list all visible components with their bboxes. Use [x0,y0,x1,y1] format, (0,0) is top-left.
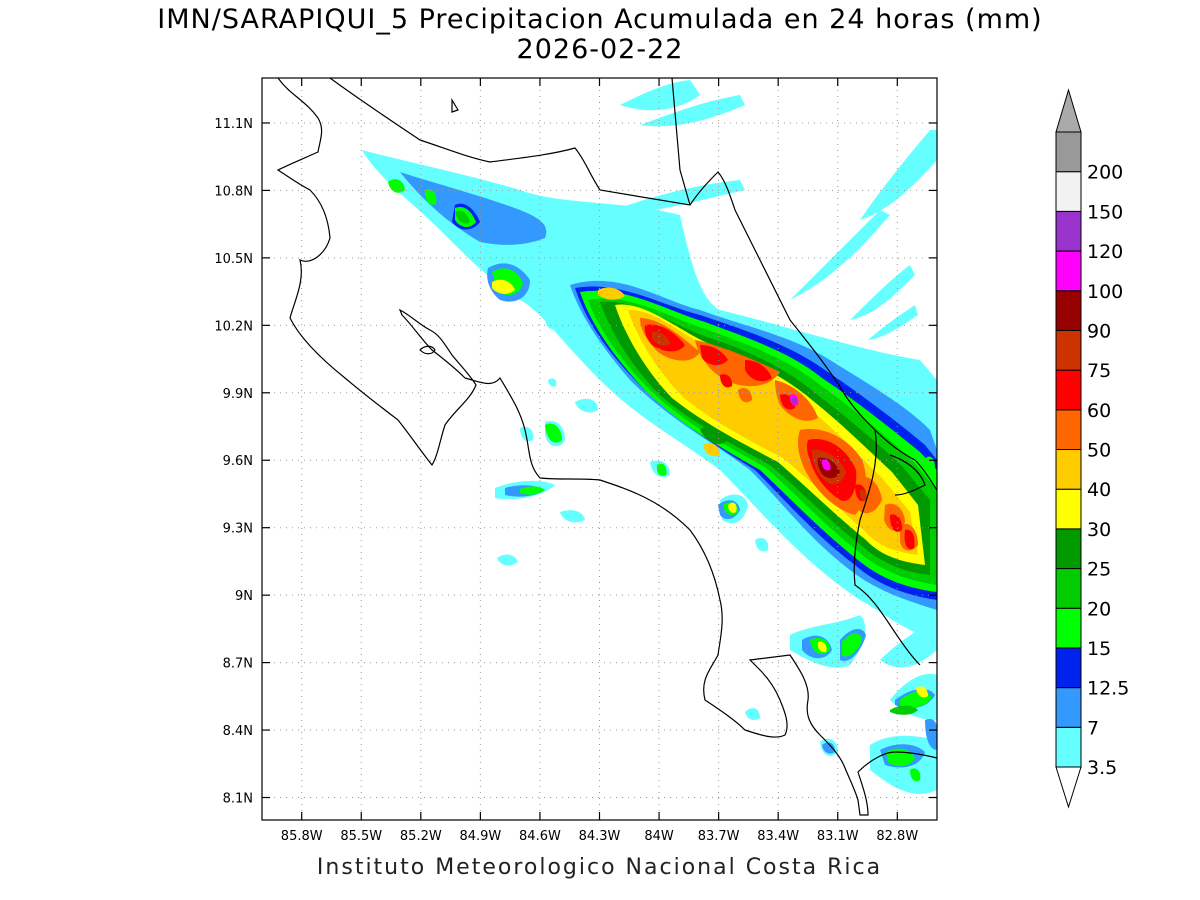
x-tick-label: 84.3W [579,829,621,844]
legend-label: 120 [1087,241,1123,263]
y-tick-label: 9.9N [223,387,253,402]
x-tick-label: 84.9W [459,829,501,844]
legend-label: 100 [1087,281,1123,303]
legend-label: 25 [1087,559,1111,581]
y-tick-label: 10.5N [214,252,253,267]
coastline [276,78,937,816]
legend-label: 200 [1087,162,1123,184]
x-tick-label: 83.4W [757,829,799,844]
y-tick-label: 10.8N [214,184,253,199]
legend-label: 50 [1087,440,1111,462]
legend-swatch [1055,210,1082,252]
legend-swatch [1055,687,1082,728]
legend-swatch [1055,726,1082,768]
legend-swatch [1055,250,1082,292]
x-tick-label: 83.7W [698,829,740,844]
y-tick-label: 8.7N [223,657,253,672]
legend-label: 7 [1087,717,1099,739]
y-tick-label: 9N [235,589,253,604]
y-axis: 11.1N 10.8N 10.5N 10.2N 9.9N 9.6N 9.3N 9N 8.7N 8.… [214,117,937,807]
legend-label: 12.5 [1087,678,1129,700]
legend-swatch [1055,131,1082,173]
x-tick-label: 85.8W [281,829,323,844]
x-tick-label: 85.5W [340,829,382,844]
contour-120mm [791,397,797,405]
y-tick-label: 8.1N [223,792,253,807]
legend-label: 3.5 [1087,757,1117,779]
x-tick-label: 84.6W [519,829,561,844]
legend-swatch [1055,568,1082,609]
legend-label: 30 [1087,519,1111,541]
x-tick-label: 85.2W [400,829,442,844]
legend-swatch [1055,647,1082,689]
legend-label: 60 [1087,400,1111,422]
legend-label: 20 [1087,598,1111,620]
x-tick-label: 82.8W [876,829,918,844]
legend-swatch [1055,449,1082,490]
y-tick-label: 11.1N [214,117,253,132]
legend-label: 90 [1087,320,1111,342]
color-legend: 3.5 7 12.5 15 20 25 30 40 50 60 75 90 100 120 150 200 [1055,88,1129,809]
y-tick-label: 10.2N [214,319,253,334]
y-tick-label: 9.6N [223,454,253,469]
legend-swatch [1055,171,1082,212]
map-date: 2026-02-22 [516,34,684,65]
precipitation-field [362,80,937,794]
y-tick-label: 8.4N [223,724,253,739]
map-title: IMN/SARAPIQUI_5 Precipitacion Acumulada … [157,4,1043,35]
legend-swatch [1055,607,1082,649]
y-tick-label: 9.3N [223,522,253,537]
legend-swatch [1055,329,1082,371]
institution-credit: Instituto Meteorologico Nacional Costa R… [316,855,883,880]
legend-label: 40 [1087,479,1111,501]
legend-label: 150 [1087,201,1123,223]
legend-swatch [1055,528,1082,570]
legend-swatch [1055,409,1082,450]
legend-swatch [1055,369,1082,411]
x-axis: 85.8W 85.5W 85.2W 84.9W 84.6W 84.3W 84W 83.7W 83… [281,78,918,844]
legend-min-arrow [1055,766,1082,809]
legend-swatch [1055,488,1082,530]
legend-label: 15 [1087,638,1111,660]
legend-label: 75 [1087,360,1111,382]
legend-swatch [1055,290,1082,331]
x-tick-label: 83.1W [817,829,859,844]
legend-max-arrow [1055,88,1082,133]
x-tick-label: 84W [644,829,674,844]
